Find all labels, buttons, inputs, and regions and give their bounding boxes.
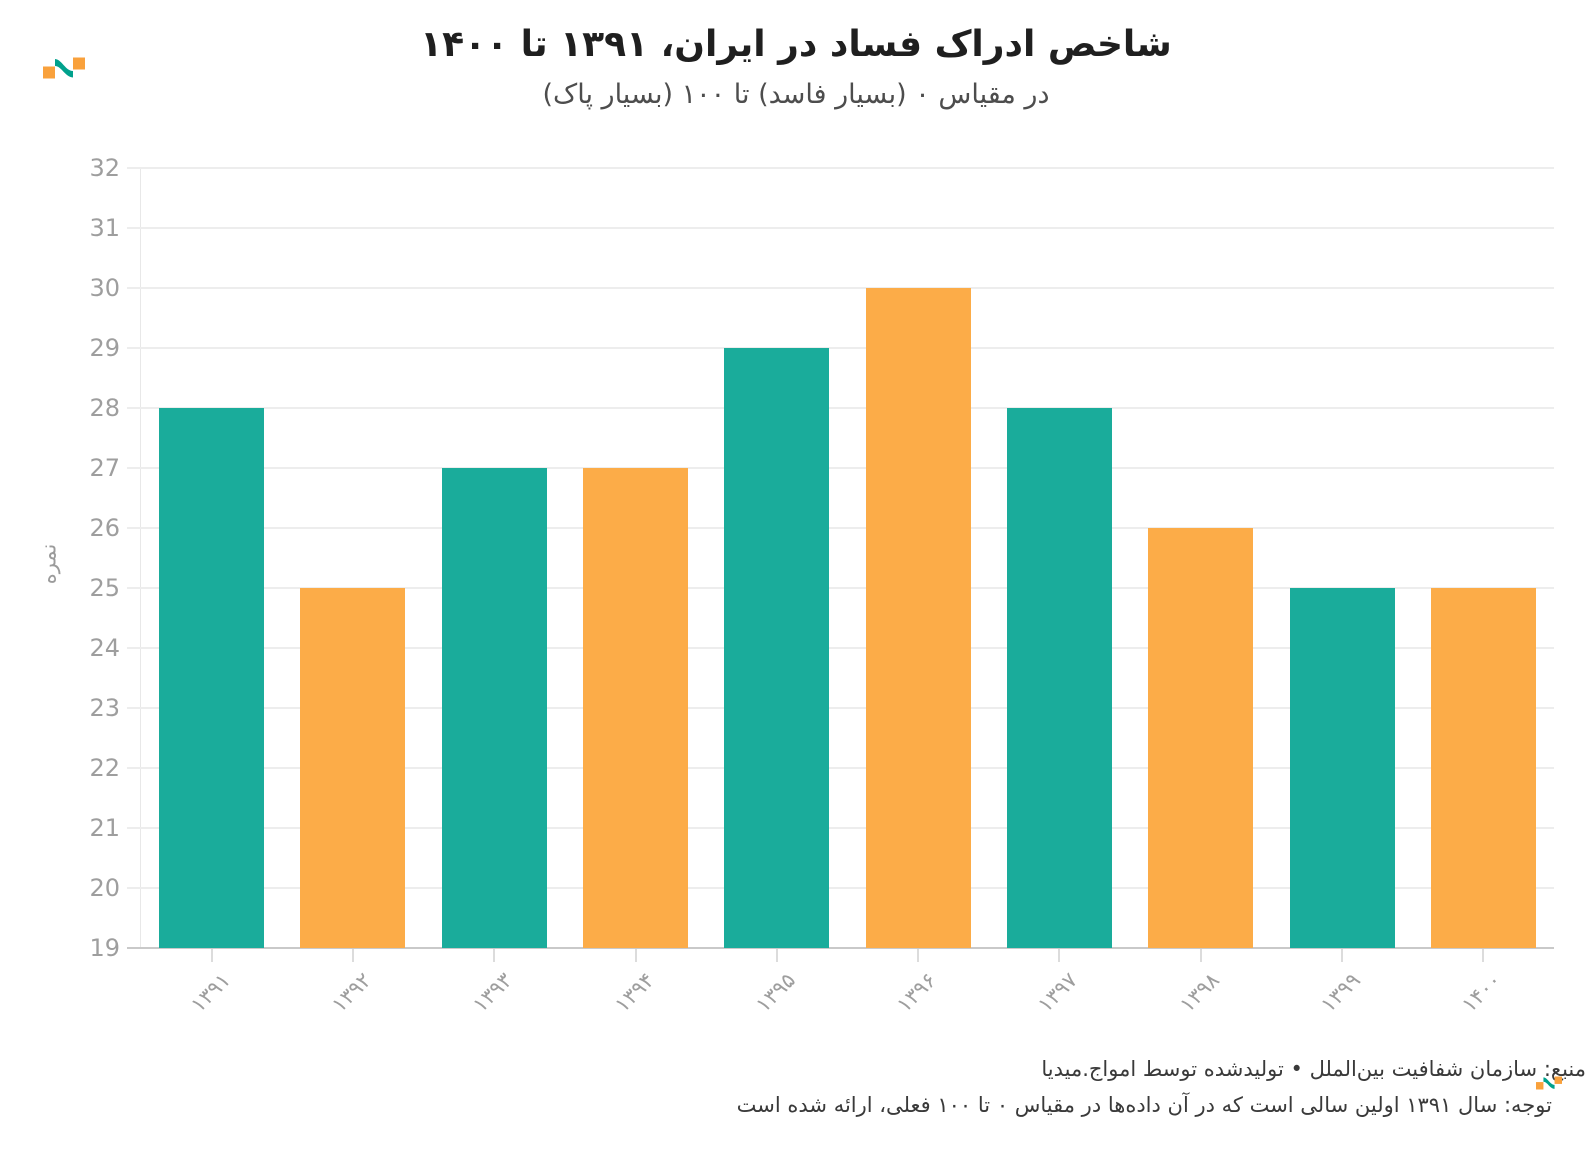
- x-axis-tick: [1199, 949, 1202, 962]
- y-tick-label: 24: [89, 634, 120, 662]
- y-tick-label: 28: [89, 394, 120, 422]
- bar-۱۳۹۹[interactable]: [1289, 588, 1395, 948]
- bar-۱۳۹۷[interactable]: [1006, 408, 1112, 948]
- y-tick-label: 25: [89, 574, 120, 602]
- x-tick-label: ۱۳۹۸: [1174, 968, 1224, 1017]
- bar-۱۳۹۳[interactable]: [441, 468, 547, 948]
- gridline: [127, 827, 1554, 829]
- x-axis-tick: [493, 949, 496, 962]
- gridline: [127, 887, 1554, 889]
- x-tick-label: ۱۳۹۲: [327, 968, 376, 1017]
- gridline: [127, 287, 1554, 289]
- y-axis-labels: 19 20 21 22 23 24 25 26 27 28 29 30 31 32: [0, 154, 120, 962]
- x-tick-label: ۱۴۰۰: [1457, 968, 1507, 1017]
- x-axis-tick: [351, 949, 354, 962]
- gridline: [127, 467, 1554, 469]
- x-axis-tick: [1341, 949, 1344, 962]
- y-tick-label: 23: [89, 694, 120, 722]
- y-tick-label: 32: [89, 154, 120, 182]
- bar-۱۴۰۰[interactable]: [1430, 588, 1536, 948]
- x-axis-tick: [1482, 949, 1485, 962]
- x-tick-label: ۱۳۹۳: [468, 968, 518, 1017]
- x-tick-label: ۱۳۹۱: [185, 968, 235, 1017]
- plot-area: ۱۳۹۱ ۱۳۹۲ ۱۳۹۳ ۱۳۹۴ ۱۳۹۵ ۱۳۹۶ ۱۳۹۷ ۱۳۹۸ ۱۳۹۹ ۱۴۰۰: [127, 167, 1554, 1017]
- gridline: [127, 587, 1554, 589]
- chart-title: شاخص ادراک فساد در ایران، ۱۳۹۱ تا ۱۴۰۰: [420, 24, 1172, 65]
- bar-۱۳۹۶[interactable]: [865, 288, 971, 948]
- bar-۱۳۹۵[interactable]: [724, 348, 830, 948]
- y-tick-label: 30: [89, 274, 120, 302]
- x-tick-label: ۱۳۹۷: [1033, 968, 1083, 1017]
- gridline: [127, 167, 1554, 169]
- x-axis-line: [127, 947, 1554, 949]
- y-tick-label: 21: [89, 814, 120, 842]
- amwaj-media-logo-icon: [1536, 1076, 1562, 1090]
- x-axis-tick: [1058, 949, 1061, 962]
- x-tick-label: ۱۳۹۶: [892, 968, 942, 1017]
- gridline: [127, 347, 1554, 349]
- x-tick-label: ۱۳۹۵: [750, 968, 800, 1017]
- gridline: [127, 227, 1554, 229]
- y-tick-label: 20: [89, 874, 120, 902]
- y-tick-label: 26: [89, 514, 120, 542]
- x-axis-tick: [917, 949, 920, 962]
- gridline: [127, 407, 1554, 409]
- chart-header: شاخص ادراک فساد در ایران، ۱۳۹۱ تا ۱۴۰۰ د…: [0, 22, 1592, 110]
- x-axis-tick: [210, 949, 213, 962]
- y-tick-label: 22: [89, 754, 120, 782]
- gridline: [127, 707, 1554, 709]
- x-tick-label: ۱۳۹۴: [609, 968, 659, 1017]
- bar-۱۳۹۱[interactable]: [159, 408, 265, 948]
- y-tick-label: 29: [89, 334, 120, 362]
- gridline: [127, 767, 1554, 769]
- gridline: [127, 527, 1554, 529]
- y-tick-label: 31: [89, 214, 120, 242]
- gridline: [127, 647, 1554, 649]
- bar-۱۳۹۸[interactable]: [1148, 528, 1254, 948]
- y-tick-label: 27: [89, 454, 120, 482]
- bar-۱۳۹۴[interactable]: [583, 468, 689, 948]
- amwaj-media-logo-icon: [43, 57, 85, 79]
- chart-subtitle: در مقیاس ۰ (بسیار فاسد) تا ۱۰۰ (بسیار پا…: [542, 78, 1050, 110]
- source-note: منبع: سازمان شفافیت بین‌الملل • تولیدشده…: [1041, 1057, 1586, 1081]
- x-axis-tick: [634, 949, 637, 962]
- x-axis-tick: [775, 949, 778, 962]
- data-note: توجه: سال ۱۳۹۱ اولین سالی است که در آن د…: [736, 1093, 1552, 1117]
- y-tick-label: 19: [89, 934, 120, 962]
- x-tick-label: ۱۳۹۹: [1316, 968, 1366, 1017]
- bar-۱۳۹۲[interactable]: [300, 588, 406, 948]
